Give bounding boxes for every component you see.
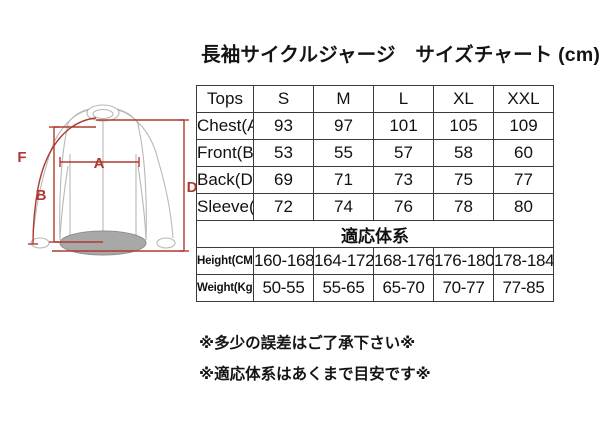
left-shoulder-top xyxy=(66,108,90,127)
table-banner-row: 適応体系 xyxy=(196,220,554,248)
cell-sleeve-xl: 78 xyxy=(433,193,494,221)
left-sleeve-inner xyxy=(59,165,69,241)
table-row: Weight(Kg) 50-55 55-65 65-70 70-77 77-85 xyxy=(196,274,554,302)
right-body-side xyxy=(137,124,147,241)
header-cell-xxl: XXL xyxy=(493,85,554,113)
cell-back-l: 73 xyxy=(373,166,434,194)
banner-body-type: 適応体系 xyxy=(196,220,554,248)
cell-chest-s: 93 xyxy=(253,112,314,140)
row-label-front: Front(B) xyxy=(196,139,254,167)
left-body-side xyxy=(59,124,69,241)
cell-weight-xxl: 77-85 xyxy=(493,274,554,302)
footnote-tolerance: ※多少の誤差はご了承下さい※ xyxy=(199,335,416,352)
size-chart-table: Tops S M L XL XXL Chest(A) 93 97 101 105… xyxy=(196,85,554,302)
right-sleeve-outer xyxy=(157,159,174,239)
header-cell-tops: Tops xyxy=(196,85,254,113)
collar-inner-icon xyxy=(92,108,114,120)
row-label-weight: Weight(Kg) xyxy=(196,274,254,302)
cell-front-xxl: 60 xyxy=(493,139,554,167)
cell-height-xl: 176-180 xyxy=(433,247,494,275)
cell-weight-s: 50-55 xyxy=(253,274,314,302)
row-label-sleeve: Sleeve(F) xyxy=(196,193,254,221)
marker-d-label: D xyxy=(187,179,198,196)
measurement-lines-group xyxy=(28,117,189,252)
marker-f-label: F xyxy=(17,149,26,166)
cell-back-xxl: 77 xyxy=(493,166,554,194)
cell-front-l: 57 xyxy=(373,139,434,167)
cell-sleeve-s: 72 xyxy=(253,193,314,221)
cell-back-m: 71 xyxy=(313,166,374,194)
cell-back-xl: 75 xyxy=(433,166,494,194)
header-cell-l: L xyxy=(373,85,434,113)
table-row: Sleeve(F) 72 74 76 78 80 xyxy=(196,193,554,221)
cell-height-xxl: 178-184 xyxy=(493,247,554,275)
marker-a-label: A xyxy=(94,155,105,172)
cell-sleeve-xxl: 80 xyxy=(493,193,554,221)
cell-chest-m: 97 xyxy=(313,112,374,140)
right-sleeve-inner xyxy=(137,165,147,241)
cell-chest-xxl: 109 xyxy=(493,112,554,140)
table-row: Back(D) 69 71 73 75 77 xyxy=(196,166,554,194)
cell-height-l: 168-176 xyxy=(373,247,434,275)
cell-sleeve-l: 76 xyxy=(373,193,434,221)
marker-b-label: B xyxy=(36,187,47,204)
cell-sleeve-m: 74 xyxy=(313,193,374,221)
header-cell-s: S xyxy=(253,85,314,113)
cell-chest-l: 101 xyxy=(373,112,434,140)
footnotes: ※多少の誤差はご了承下さい※ ※適応体系はあくまで目安です※ xyxy=(199,336,579,397)
row-label-back: Back(D) xyxy=(196,166,254,194)
footnote-guideline: ※適応体系はあくまで目安です※ xyxy=(199,365,431,383)
page-title: 長袖サイクルジャージ サイズチャート (cm) xyxy=(201,44,600,66)
cell-front-s: 53 xyxy=(253,139,314,167)
cell-height-s: 160-168 xyxy=(253,247,314,275)
right-shoulder-top xyxy=(116,108,140,127)
left-cuff xyxy=(30,237,50,249)
cell-height-m: 164-172 xyxy=(313,247,374,275)
jersey-illustration: A B D F xyxy=(17,104,198,256)
table-row: Front(B) 53 55 57 58 60 xyxy=(196,139,554,167)
header-cell-xl: XL xyxy=(433,85,494,113)
cell-weight-m: 55-65 xyxy=(313,274,374,302)
right-raglan-seam xyxy=(117,109,159,161)
table-row: Chest(A) 93 97 101 105 109 xyxy=(196,112,554,140)
right-cuff xyxy=(156,237,176,249)
garment-diagram: A B D F xyxy=(8,88,198,288)
table-header-row: Tops S M L XL XXL xyxy=(196,85,554,113)
row-label-height: Height(CM) xyxy=(196,247,254,275)
table-row: Height(CM) 160-168 164-172 168-176 176-1… xyxy=(196,247,554,275)
jersey-outline-group xyxy=(30,104,176,249)
cell-weight-l: 65-70 xyxy=(373,274,434,302)
cell-front-xl: 58 xyxy=(433,139,494,167)
header-cell-m: M xyxy=(313,85,374,113)
cell-weight-xl: 70-77 xyxy=(433,274,494,302)
cell-chest-xl: 105 xyxy=(433,112,494,140)
hem-ellipse xyxy=(59,230,147,256)
row-label-chest: Chest(A) xyxy=(196,112,254,140)
size-chart-container: Tops S M L XL XXL Chest(A) 93 97 101 105… xyxy=(196,85,554,302)
cell-back-s: 69 xyxy=(253,166,314,194)
f-measure-curve xyxy=(32,117,97,245)
cell-front-m: 55 xyxy=(313,139,374,167)
